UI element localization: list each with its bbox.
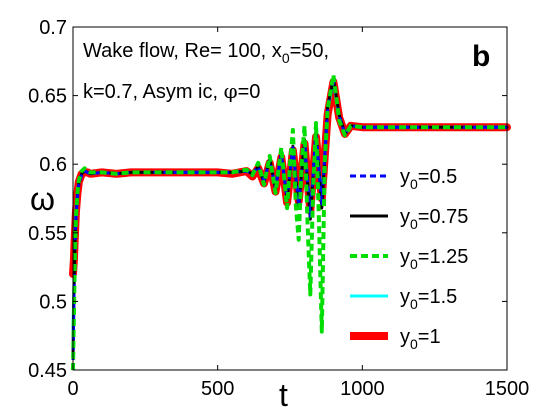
y-tick-label: 0.55: [28, 223, 67, 245]
plot-frame: [72, 26, 508, 371]
legend-label-y0-0_75: y0=0.75: [400, 206, 468, 232]
legend-label-y0-1_5: y0=1.5: [400, 286, 457, 312]
y-tick-label: 0.6: [39, 154, 67, 176]
x-tick-label: 500: [201, 378, 234, 400]
y-tick-label: 0.5: [39, 291, 67, 313]
x-tick-label: 1000: [340, 378, 385, 400]
y-tick-label: 0.65: [28, 86, 67, 108]
x-tick-label: 0: [67, 378, 78, 400]
x-tick-label: 1500: [485, 378, 530, 400]
y-tick-label: 0.45: [28, 360, 67, 382]
legend-label-y0-1_25: y0=1.25: [400, 246, 468, 272]
panel-label: b: [472, 40, 490, 73]
legend-label-y0-1: y0=1: [400, 326, 441, 352]
series-line-y0-0_5: [71, 80, 507, 371]
annotation-line-1: Wake flow, Re= 100, x0=50,: [83, 40, 329, 66]
annotation-line-2: k=0.7, Asym ic, φ=0: [83, 79, 260, 103]
y-tick-label: 0.7: [39, 17, 67, 39]
y-axis-label: ω: [30, 181, 55, 217]
series-line-y0-1_25: [71, 73, 507, 371]
axis-ticks: 0 500 1000 1500 0.45 0.5 0.55 0.6 0.65 0.7: [28, 17, 529, 400]
legend-label-y0-0_5: y0=0.5: [400, 166, 457, 192]
x-axis-label: t: [279, 377, 288, 413]
legend: y0=0.5 y0=0.75 y0=1.25 y0=1.5 y0=1: [350, 166, 468, 352]
plot-series: [69, 73, 511, 371]
